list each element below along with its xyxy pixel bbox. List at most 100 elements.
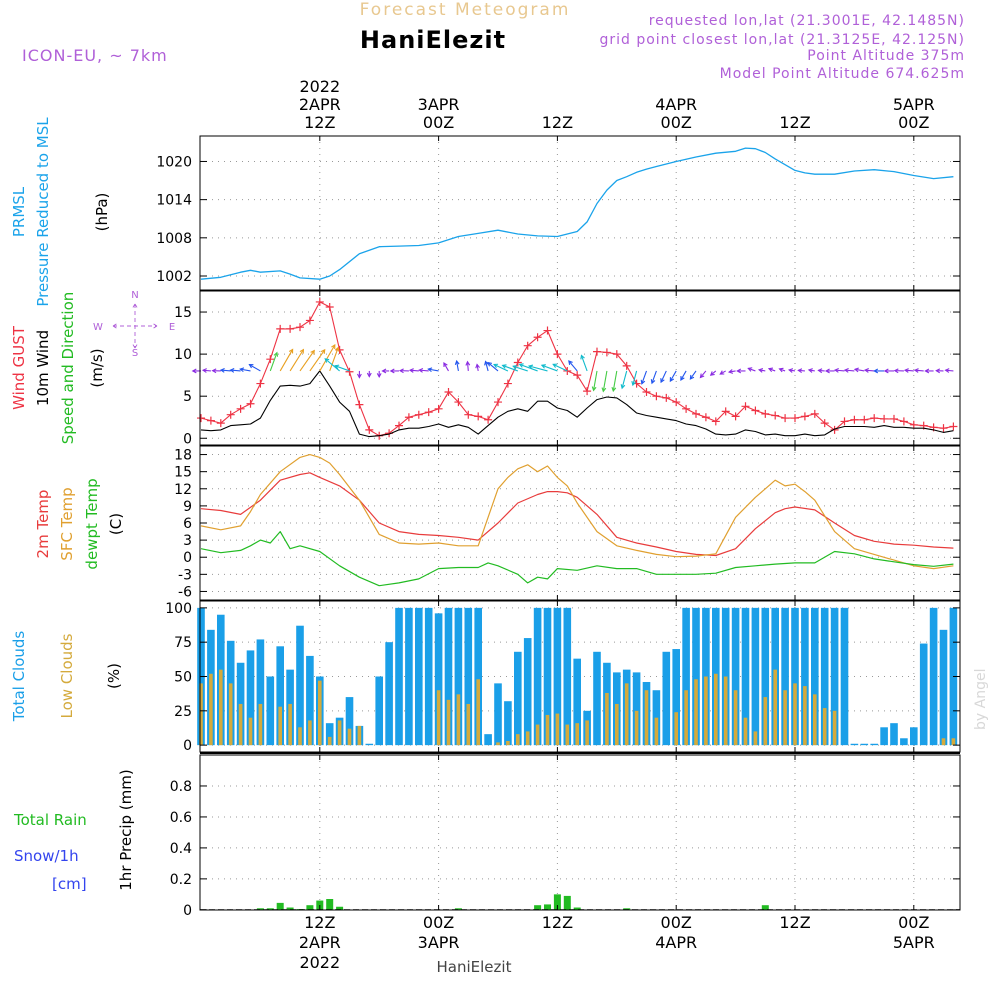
wind-arrow	[602, 371, 607, 391]
wind-arrow	[377, 371, 381, 377]
low-cloud-bar	[348, 729, 352, 745]
low-cloud-bar	[744, 718, 748, 745]
forecast-title: Forecast Meteogram	[360, 0, 571, 20]
low-cloud-bar	[694, 679, 698, 745]
precip-ytick-label: 0.2	[170, 872, 192, 888]
temperature-ytick-label: -6	[178, 584, 192, 600]
temperature-ytick-label: 6	[183, 516, 192, 532]
wind-arrow	[444, 363, 449, 371]
point-altitude: Point Altitude 375m	[807, 48, 965, 64]
low-cloud-bar	[575, 723, 579, 745]
bottom-time-label: 12Z	[304, 913, 335, 932]
gust-marker	[247, 400, 255, 408]
low-cloud-bar	[447, 700, 451, 745]
gust-marker	[900, 417, 908, 425]
low-cloud-bar	[229, 683, 233, 745]
bottom-time-label: 12Z	[542, 913, 573, 932]
wind-arrow	[769, 368, 775, 372]
wind-ylabel: (m/s)	[88, 348, 106, 387]
wind-arrow	[569, 361, 577, 371]
wind-arrow	[895, 369, 904, 373]
temperature-ytick-label: -3	[178, 567, 192, 583]
low-cloud-bar	[556, 714, 560, 746]
location-title: HaniElezit	[360, 26, 506, 54]
wind-arrow	[221, 368, 231, 372]
gust-marker	[593, 348, 601, 356]
gust-marker	[286, 325, 294, 333]
wind-arrow	[203, 369, 211, 373]
gust-marker	[544, 327, 552, 335]
gust-marker	[355, 401, 363, 409]
rain-bar	[277, 903, 284, 910]
low-cloud-bar	[476, 679, 480, 745]
low-cloud-bar	[833, 711, 837, 745]
temperature-ytick-label: 0	[183, 550, 192, 566]
gust-marker	[652, 392, 660, 400]
gust-marker	[474, 412, 482, 420]
low-cloud-bar	[793, 683, 797, 745]
precip-ytick-label: 0	[183, 903, 192, 919]
gust-marker	[751, 406, 759, 414]
top-time-label: 3APR	[418, 95, 460, 114]
total-cloud-bar	[920, 644, 928, 746]
total-cloud-bar	[494, 683, 502, 745]
gust-marker	[870, 414, 878, 422]
legend-total-rain: Total Rain	[13, 811, 87, 829]
series-layer	[193, 148, 960, 910]
wind-ytick-label: 0	[183, 431, 192, 447]
gust-marker	[553, 350, 561, 358]
wind-ytick-label: 5	[183, 389, 192, 405]
low-cloud-bar	[526, 731, 530, 745]
dewpoint-line	[201, 532, 953, 586]
wind-arrow	[789, 369, 795, 373]
gust-marker	[316, 298, 324, 306]
pressure-frame	[200, 136, 960, 290]
compass-rose	[113, 304, 157, 348]
low-cloud-bar	[952, 738, 956, 745]
temperature-ytick-label: 12	[174, 482, 192, 498]
top-time-label: 00Z	[898, 113, 929, 132]
top-time-label: 2APR	[299, 95, 341, 114]
gust-marker	[494, 398, 502, 406]
gust-marker	[207, 417, 215, 425]
wind-arrow	[915, 369, 924, 373]
wind-arrow	[455, 361, 459, 371]
low-cloud-bar	[645, 690, 649, 745]
low-cloud-bar	[536, 725, 540, 746]
total-cloud-bar	[851, 744, 859, 745]
clouds-ytick-label: 75	[174, 635, 192, 651]
bottom-time-label: 2APR	[299, 933, 341, 952]
pressure-ytick-label: 1020	[156, 154, 192, 170]
low-cloud-bar	[773, 670, 777, 746]
low-cloud-bar	[516, 734, 520, 745]
pressure-ylabel: (hPa)	[93, 193, 111, 232]
wind-arrow	[748, 368, 755, 372]
low-cloud-bar	[259, 704, 263, 745]
low-cloud-bar	[823, 708, 827, 745]
low-cloud-bar	[308, 720, 312, 745]
wind-arrow	[476, 364, 480, 370]
bottom-time-label: 00Z	[898, 913, 929, 932]
gust-marker	[415, 411, 423, 419]
rain-bar	[326, 899, 333, 910]
wind-arrow-shaft	[569, 361, 577, 371]
top-time-label: 12Z	[304, 113, 335, 132]
clouds-ylabel: (%)	[105, 663, 123, 689]
temperature-ytick-label: 15	[174, 465, 192, 481]
wind-ylabel: Speed and Direction	[59, 292, 77, 445]
wind-arrow	[690, 371, 696, 379]
low-cloud-bar	[496, 742, 500, 745]
wind-arrow	[621, 371, 627, 388]
top-time-label: 2022	[299, 77, 340, 96]
requested-coords: requested lon,lat (21.3001E, 42.1485N)	[649, 13, 965, 29]
precip-ytick-label: 0.4	[170, 841, 192, 857]
pressure-ylabel: Pressure Reduced to MSL	[34, 117, 52, 307]
gust-marker	[860, 416, 868, 424]
wind-arrow	[612, 371, 617, 391]
wind-ylabel: 10m Wind	[34, 330, 52, 406]
low-cloud-bar	[783, 690, 787, 745]
low-cloud-bar	[754, 731, 758, 745]
low-cloud-bar	[764, 697, 768, 745]
wind-arrow	[419, 369, 428, 373]
